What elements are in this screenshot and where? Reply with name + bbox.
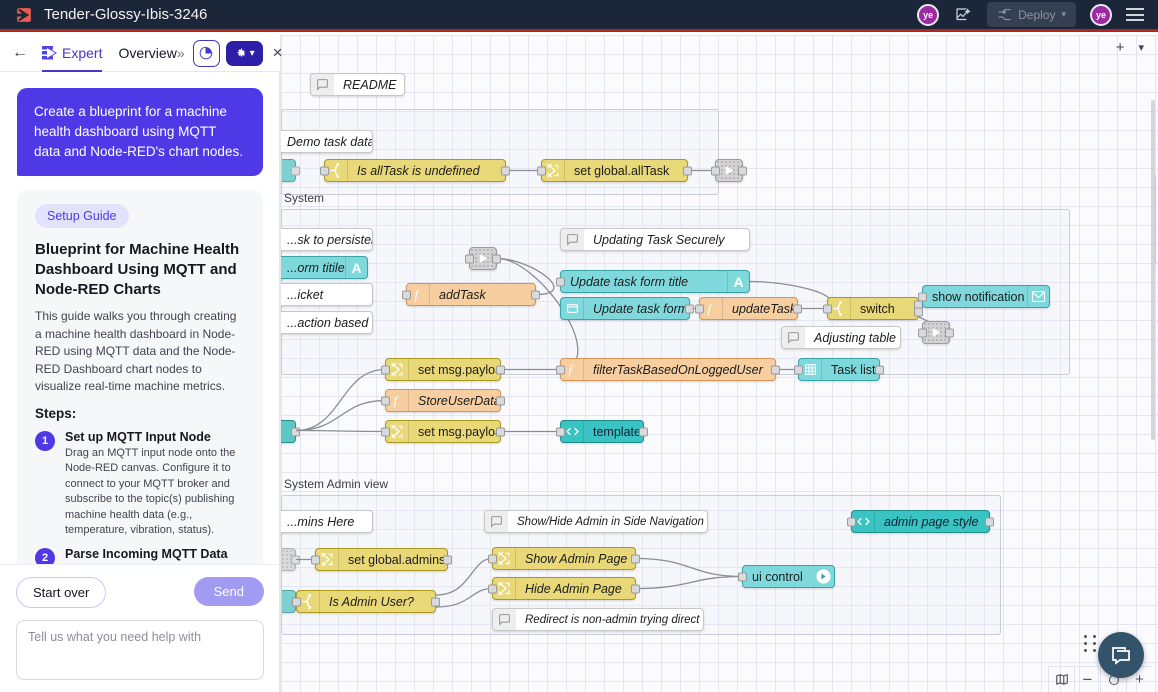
svg-text:f: f <box>568 363 574 377</box>
svg-text:f: f <box>393 394 399 408</box>
svg-text:f: f <box>707 302 713 316</box>
svg-text:f: f <box>414 288 420 302</box>
